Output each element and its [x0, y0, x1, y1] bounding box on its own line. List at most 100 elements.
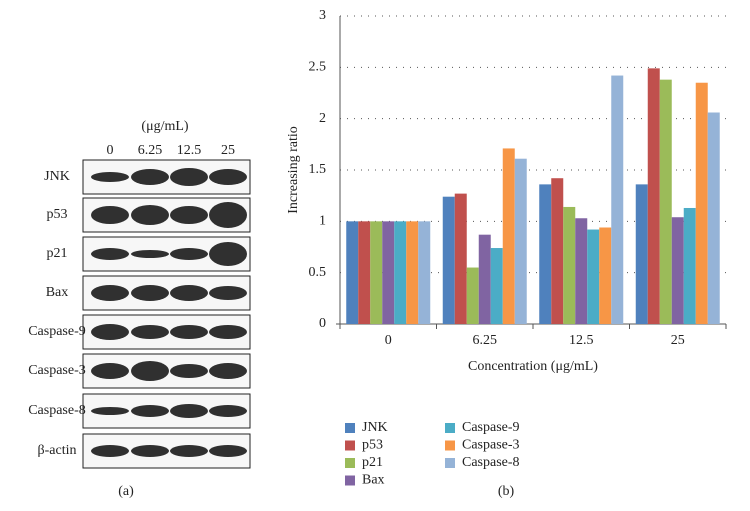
- legend-label: Caspase-9: [462, 420, 520, 435]
- bar: [551, 178, 564, 324]
- y-axis-title: Increasing ratio: [286, 126, 301, 213]
- bar: [406, 221, 419, 324]
- legend-swatch: [345, 458, 355, 468]
- blot-band: [209, 202, 247, 228]
- bar: [671, 217, 684, 324]
- blot-band: [209, 286, 247, 300]
- blot-band: [170, 285, 208, 301]
- y-tick-label: 3: [319, 8, 326, 23]
- lane-label: 6.25: [138, 143, 163, 158]
- blot-row-label: Caspase-8: [28, 403, 86, 418]
- bar: [575, 218, 588, 324]
- blot-band: [170, 445, 208, 457]
- blot-row-label: JNK: [44, 169, 70, 184]
- legend-swatch: [445, 458, 455, 468]
- blot-band: [209, 363, 247, 379]
- blot-band: [131, 169, 169, 185]
- bar: [490, 248, 503, 324]
- legend-label: Caspase-3: [462, 438, 520, 453]
- bar: [683, 207, 696, 324]
- y-tick-label: 1: [319, 214, 326, 229]
- y-tick-label: 0.5: [309, 265, 327, 280]
- legend-label: p21: [362, 455, 383, 470]
- blot-band: [209, 169, 247, 185]
- y-tick-label: 2.5: [309, 60, 327, 75]
- bar: [394, 221, 407, 324]
- bar: [599, 227, 612, 324]
- blot-band: [91, 324, 129, 340]
- bar: [695, 82, 708, 324]
- blot-band: [170, 248, 208, 260]
- bar: [358, 221, 371, 324]
- bar: [659, 79, 672, 324]
- bar: [382, 221, 395, 324]
- legend-label: p53: [362, 438, 383, 453]
- blot-band: [91, 172, 129, 182]
- blot-row-label: Bax: [46, 285, 69, 300]
- blot-band: [170, 168, 208, 186]
- bar: [635, 184, 648, 324]
- legend-label: Bax: [362, 473, 385, 488]
- y-tick-label: 2: [319, 111, 326, 126]
- legend-swatch: [345, 475, 355, 486]
- bar: [539, 184, 552, 324]
- blot-band: [209, 445, 247, 457]
- bar: [346, 221, 359, 324]
- blot-band: [91, 285, 129, 301]
- x-tick-label: 12.5: [569, 333, 594, 348]
- x-tick-label: 6.25: [473, 333, 498, 348]
- bar: [454, 193, 467, 324]
- bar: [647, 68, 660, 324]
- bar: [587, 229, 600, 324]
- y-tick-label: 0: [319, 316, 326, 331]
- legend-swatch: [445, 423, 455, 433]
- lane-label: 12.5: [177, 143, 202, 158]
- bar: [611, 75, 624, 325]
- bar: [370, 221, 383, 324]
- panel-label: (a): [118, 484, 134, 499]
- y-tick-label: 1.5: [309, 162, 327, 177]
- blot-band: [131, 445, 169, 457]
- blot-band: [91, 445, 129, 457]
- bar: [563, 206, 576, 324]
- blot-band: [91, 407, 129, 415]
- blot-band: [170, 325, 208, 339]
- blot-band: [170, 364, 208, 378]
- legend-swatch: [445, 440, 455, 451]
- blot-band: [209, 242, 247, 266]
- lane-label: 0: [107, 143, 114, 158]
- blot-band: [131, 285, 169, 301]
- bar: [707, 112, 720, 324]
- blot-band: [209, 325, 247, 339]
- bar: [502, 148, 515, 324]
- blot-unit-label: (μg/mL): [141, 119, 188, 134]
- legend-swatch: [345, 440, 355, 451]
- blot-band: [131, 325, 169, 339]
- blot-band: [131, 405, 169, 417]
- lane-label: 25: [221, 143, 235, 158]
- bar: [466, 267, 479, 324]
- legend-swatch: [345, 423, 355, 433]
- legend-label: Caspase-8: [462, 455, 520, 470]
- bar: [442, 196, 455, 324]
- legend-label: JNK: [362, 420, 388, 435]
- x-tick-label: 25: [671, 333, 685, 348]
- blot-row-label: Caspase-9: [28, 324, 86, 339]
- bar: [418, 221, 431, 324]
- blot-band: [209, 405, 247, 417]
- bar: [478, 234, 491, 324]
- x-tick-label: 0: [385, 333, 392, 348]
- blot-row-label: p53: [47, 207, 68, 222]
- blot-row-label: β-actin: [38, 443, 77, 458]
- blot-band: [131, 250, 169, 258]
- blot-band: [131, 361, 169, 381]
- blot-band: [131, 205, 169, 225]
- blot-row-label: Caspase-3: [28, 363, 86, 378]
- blot-row-label: p21: [47, 246, 68, 261]
- blot-band: [170, 404, 208, 418]
- x-axis-title: Concentration (μg/mL): [468, 359, 598, 374]
- panel-label: (b): [498, 484, 515, 499]
- bar: [514, 158, 527, 324]
- blot-band: [91, 363, 129, 379]
